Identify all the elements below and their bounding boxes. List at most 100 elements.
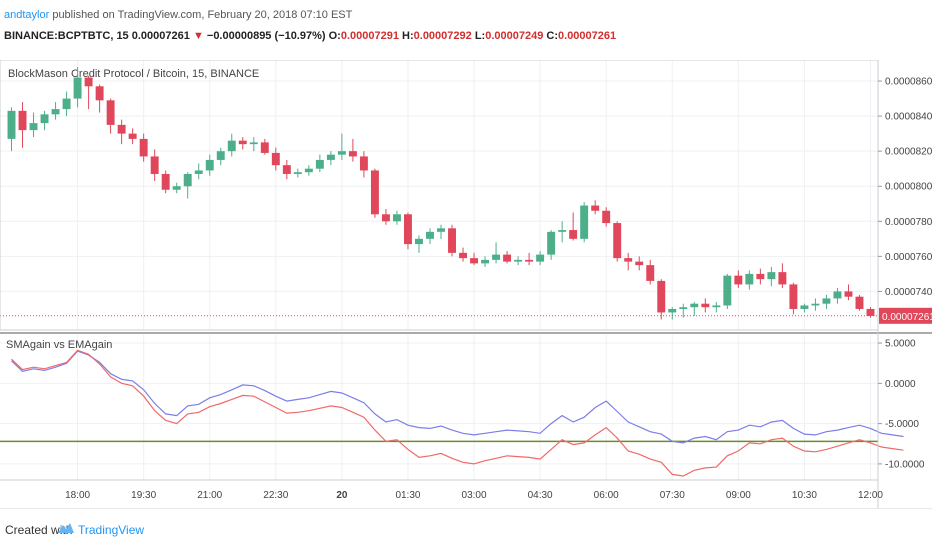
candle (459, 247, 467, 262)
candle-body (161, 173, 170, 190)
x-tick-label: 18:00 (65, 490, 90, 501)
candle-body (635, 261, 644, 266)
candle-body (117, 124, 126, 134)
tradingview-brand[interactable]: TradingView (78, 523, 145, 537)
candle (249, 137, 258, 152)
indicator-y-tick-label: -5.0000 (885, 419, 919, 430)
candle-body (756, 273, 765, 280)
candle-body (613, 223, 622, 259)
candle-body (448, 228, 456, 253)
last-price-badge (879, 307, 932, 324)
candle-body (348, 151, 357, 157)
candle (646, 259, 655, 285)
candle (833, 287, 842, 304)
close-label: C: (546, 30, 559, 42)
candle-body (459, 252, 467, 259)
indicator-pane[interactable]: SMAgain vs EMAgain (0, 335, 904, 480)
candle-body (833, 291, 842, 299)
candle-body (602, 210, 611, 224)
candle-body (712, 305, 721, 308)
candle (602, 207, 611, 227)
candle-body (40, 114, 49, 124)
candle-body (29, 123, 38, 131)
price-pane-border (0, 60, 879, 331)
candle (150, 149, 159, 181)
candle-body (293, 172, 302, 174)
candle-body (205, 159, 214, 171)
candle-body (415, 238, 423, 245)
candle (536, 251, 545, 266)
author-link[interactable]: andtaylor (4, 9, 50, 21)
candle (547, 230, 556, 260)
candle (293, 168, 302, 178)
candle-body (679, 307, 688, 309)
candle-body (183, 173, 192, 187)
candle-body (514, 259, 523, 262)
candle-body (646, 265, 655, 281)
candle-body (426, 231, 434, 239)
candle (811, 298, 820, 311)
candle (381, 209, 390, 225)
candle (844, 284, 853, 301)
low-label: L: (474, 30, 486, 42)
candle (789, 282, 798, 315)
candle (756, 268, 765, 285)
candle (822, 294, 831, 309)
candle (161, 170, 170, 194)
candle (18, 102, 27, 148)
candle-body (271, 152, 280, 166)
candle-body (723, 275, 732, 306)
candle-body (128, 133, 137, 139)
price-change: −0.00000895 (−10.97%) (206, 30, 326, 42)
chart-area[interactable]: BlockMason Credit Protocol / Bitcoin, 15… (0, 60, 932, 508)
candle-body (227, 140, 236, 152)
candle (216, 147, 225, 166)
candle-body (657, 280, 666, 313)
candle-body (260, 142, 269, 153)
candle-body (866, 308, 875, 316)
ema-gain-line (11, 349, 904, 477)
candle-body (855, 296, 864, 309)
candle-body (150, 156, 159, 174)
candle (348, 138, 357, 162)
open-label: O: (328, 30, 341, 42)
candle (29, 112, 38, 138)
candle (205, 154, 214, 176)
candle (51, 102, 60, 120)
candle-body (569, 230, 578, 239)
price-pane[interactable]: BlockMason Credit Protocol / Bitcoin, 15… (0, 60, 878, 330)
candle (392, 210, 401, 225)
symbol-label[interactable]: BINANCE:BCPTBTC, 15 (4, 30, 129, 42)
footer: Created with TradingView (0, 508, 932, 550)
candle (437, 224, 445, 239)
candle (95, 84, 104, 113)
candle (183, 172, 192, 199)
published-text: published on TradingView.com, February 2… (49, 9, 353, 21)
candle-body (216, 151, 225, 160)
candle-body (326, 154, 335, 160)
candle-body (95, 86, 104, 101)
candle (448, 224, 456, 257)
candle-body (767, 272, 776, 280)
candle (260, 138, 269, 155)
candle-body (437, 228, 445, 232)
candle-body (18, 110, 27, 131)
candle-body (778, 272, 787, 285)
candle-body (844, 291, 853, 297)
axes: 18:00 19:30 21:00 22:30 20 01:30 03:00 04:30 06:… (0, 60, 932, 508)
candle-body (591, 205, 600, 211)
high-label: H: (402, 30, 414, 42)
candle (503, 251, 512, 264)
candle (690, 301, 699, 316)
low-value: 0.00007249 (485, 30, 544, 42)
candle-body (7, 110, 16, 139)
candle-body (811, 303, 820, 306)
x-tick-label: 20 (336, 490, 348, 501)
candle (492, 242, 501, 264)
candle-body (536, 254, 545, 262)
indicator-y-tick-label: -10.0000 (885, 459, 925, 470)
candle (712, 301, 721, 313)
